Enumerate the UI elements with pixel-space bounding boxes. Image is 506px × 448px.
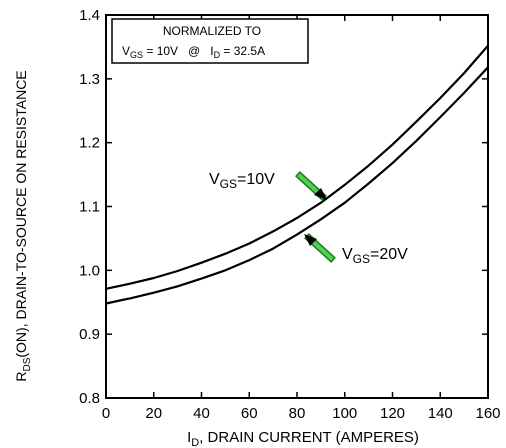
x-tick-label: 120: [380, 405, 405, 422]
arrow-vgs-20v: [304, 233, 336, 263]
y-axis-ticks: 0.8 0.9 1.0 1.1 1.2 1.3 1.4: [79, 7, 488, 407]
y-tick-label: 1.1: [79, 199, 100, 216]
y-tick-label: 0.9: [79, 326, 100, 343]
axes: [105, 14, 489, 399]
series-line-vgs-10v: [105, 44, 489, 290]
plot-frame: [105, 14, 489, 399]
note-box: [111, 18, 309, 64]
normalization-note: NORMALIZED TO VGS = 10V @ ID = 32.5A: [111, 18, 309, 64]
y-tick-label: 1.3: [79, 71, 100, 88]
series-label-vgs-10v: VGS=10V: [209, 171, 275, 191]
x-axis-ticks: 0 20 40 60 80 100 120 140 160: [102, 15, 501, 422]
x-tick-label: 0: [102, 405, 110, 422]
x-tick-label: 100: [332, 405, 357, 422]
y-tick-label: 1.4: [79, 7, 100, 24]
y-tick-label: 0.8: [79, 390, 100, 407]
series-lines: [105, 44, 489, 305]
note-line-1: NORMALIZED TO: [163, 24, 261, 38]
x-tick-label: 20: [145, 405, 162, 422]
x-tick-label: 60: [241, 405, 258, 422]
x-tick-label: 80: [289, 405, 306, 422]
y-axis-label: RDS(ON), DRAIN-TO-SOURCE ON RESISTANCE: [13, 70, 33, 381]
y-tick-label: 1.0: [79, 262, 100, 279]
y-tick-label: 1.2: [79, 135, 100, 152]
series-line-vgs-20v: [105, 66, 489, 305]
x-tick-label: 140: [428, 405, 453, 422]
series-label-vgs-20v: VGS=20V: [342, 246, 408, 266]
note-line-2: VGS = 10V @ ID = 32.5A: [122, 44, 265, 60]
x-tick-label: 40: [193, 405, 210, 422]
x-tick-label: 160: [475, 405, 500, 422]
x-axis-label: ID, DRAIN CURRENT (AMPERES): [187, 429, 419, 448]
arrow-vgs-10v: [295, 171, 327, 201]
